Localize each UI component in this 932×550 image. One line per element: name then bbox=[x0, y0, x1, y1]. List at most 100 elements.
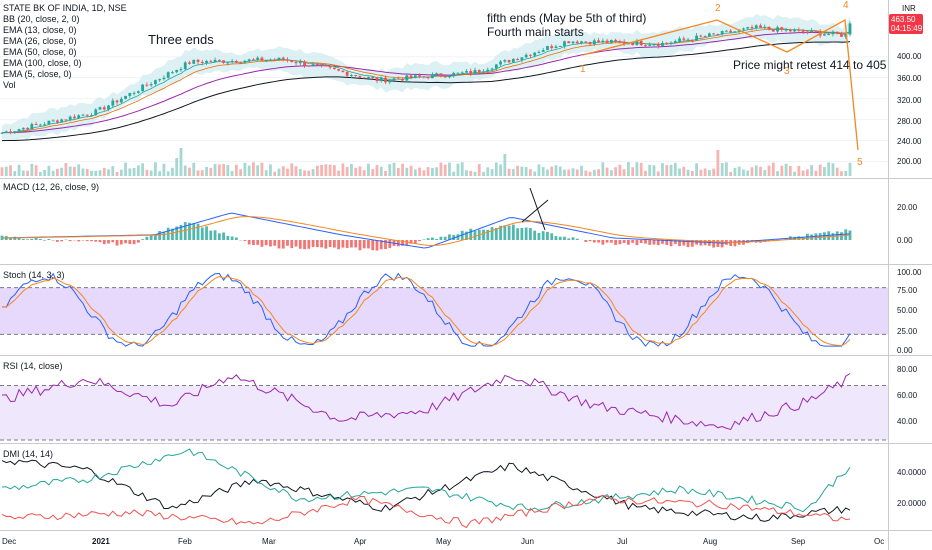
candle-body bbox=[320, 64, 323, 66]
legend-ema5[interactable]: EMA (5, close, 0) bbox=[3, 69, 72, 79]
volume-bar bbox=[388, 164, 392, 176]
stoch-pane-title[interactable]: Stoch (14, 3, 3) bbox=[3, 270, 65, 280]
legend-ema26[interactable]: EMA (26, close, 0) bbox=[3, 36, 77, 46]
candle-body bbox=[703, 36, 707, 38]
stoch-d-line bbox=[1, 275, 851, 347]
legend-ema13[interactable]: EMA (13, close, 0) bbox=[3, 25, 77, 35]
candle-body bbox=[494, 64, 498, 69]
volume-bar bbox=[68, 166, 72, 176]
candle-body bbox=[729, 30, 733, 33]
volume-bar bbox=[379, 166, 383, 176]
candle-body bbox=[396, 78, 400, 80]
wave-label-1[interactable]: 1 bbox=[580, 64, 586, 75]
macd-histogram-bar bbox=[810, 234, 814, 240]
annotation-fifth-ends[interactable]: fifth ends (May be 5th of third) bbox=[487, 11, 647, 25]
volume-bar bbox=[222, 164, 225, 176]
candle-body bbox=[358, 75, 362, 78]
candle-body bbox=[567, 41, 571, 44]
legend-ema100[interactable]: EMA (100, close, 0) bbox=[3, 58, 82, 68]
legend-ema50[interactable]: EMA (50, close, 0) bbox=[3, 47, 77, 57]
volume-bar bbox=[175, 158, 179, 176]
wave-label-4[interactable]: 4 bbox=[843, 0, 849, 11]
candle-body bbox=[4, 131, 8, 133]
volume-bar bbox=[277, 168, 281, 176]
candle-body bbox=[460, 72, 464, 74]
macd-histogram-bar bbox=[486, 229, 490, 240]
macd-signal-line bbox=[1, 216, 851, 246]
volume-bar bbox=[622, 169, 626, 176]
volume-bar bbox=[64, 162, 68, 176]
macd-histogram-bar bbox=[682, 240, 686, 246]
wave-label-2[interactable]: 2 bbox=[715, 3, 721, 14]
wave-label-3[interactable]: 3 bbox=[784, 66, 790, 77]
candle-body bbox=[797, 29, 801, 31]
macd-histogram-bar bbox=[418, 240, 422, 242]
volume-bar bbox=[520, 166, 524, 176]
volume-bar bbox=[311, 169, 315, 176]
volume-bar bbox=[558, 166, 562, 176]
candle-body bbox=[716, 33, 720, 35]
candle-body bbox=[669, 42, 673, 44]
volume-bar bbox=[13, 171, 17, 176]
legend-bb[interactable]: BB (20, close, 2, 0) bbox=[3, 14, 80, 24]
macd-histogram-bar bbox=[597, 240, 600, 243]
macd-histogram-bar bbox=[371, 240, 375, 251]
volume-bar bbox=[797, 165, 801, 176]
candle-body bbox=[379, 77, 383, 82]
candle-body bbox=[656, 44, 660, 46]
candle-body bbox=[0, 132, 4, 134]
macd-histogram-bar bbox=[550, 233, 554, 240]
volume-bar bbox=[575, 169, 579, 176]
main-legend: STATE BK OF INDIA, 1D, NSE BB (20, close… bbox=[3, 3, 127, 91]
macd-histogram-bar bbox=[384, 240, 387, 250]
volume-bar bbox=[294, 166, 298, 176]
annotation-fourth-starts[interactable]: Fourth main starts bbox=[487, 25, 584, 39]
volume-bar bbox=[384, 171, 387, 176]
macd-histogram-bar bbox=[409, 240, 413, 244]
annotation-retest[interactable]: Price might retest 414 to 405 bbox=[733, 58, 887, 72]
macd-histogram-bar bbox=[179, 224, 183, 240]
candle-body bbox=[102, 107, 106, 110]
candle-body bbox=[405, 75, 409, 81]
candle-body bbox=[507, 60, 511, 63]
macd-histogram-bar bbox=[9, 237, 12, 240]
volume-bar bbox=[793, 171, 797, 176]
candle-body bbox=[60, 119, 64, 123]
symbol-title[interactable]: STATE BK OF INDIA, 1D, NSE bbox=[3, 3, 127, 13]
macd-histogram-bar bbox=[622, 240, 626, 243]
rsi-pane-title[interactable]: RSI (14, close) bbox=[3, 361, 63, 371]
legend-vol[interactable]: Vol bbox=[3, 80, 16, 90]
annotation-three-ends[interactable]: Three ends bbox=[148, 32, 214, 47]
volume-bar bbox=[720, 162, 724, 176]
currency-label: INR bbox=[902, 4, 916, 13]
macd-histogram-bar bbox=[567, 238, 571, 240]
macd-histogram-bar bbox=[648, 240, 652, 245]
macd-histogram-bar bbox=[524, 227, 528, 240]
volume-bar bbox=[17, 164, 21, 176]
volume-bar bbox=[609, 170, 613, 176]
macd-histogram-bar bbox=[192, 223, 196, 240]
candle-body bbox=[571, 41, 575, 44]
volume-bar bbox=[554, 165, 558, 176]
macd-hand-drawing bbox=[521, 187, 549, 231]
macd-pane-title[interactable]: MACD (12, 26, close, 9) bbox=[3, 182, 100, 192]
candle-body bbox=[294, 62, 298, 64]
candle-body bbox=[94, 109, 98, 116]
volume-bar bbox=[171, 167, 174, 176]
rsi-tick: 60.00 bbox=[897, 391, 918, 400]
candle-body bbox=[648, 44, 652, 46]
dmi-pane-title[interactable]: DMI (14, 14) bbox=[3, 449, 54, 459]
macd-histogram-bar bbox=[720, 240, 724, 248]
bar-countdown: 04:15:49 bbox=[891, 24, 923, 33]
macd-histogram-bar bbox=[124, 240, 127, 244]
volume-bar bbox=[507, 168, 511, 176]
candle-body bbox=[85, 114, 89, 116]
wave-label-5[interactable]: 5 bbox=[857, 157, 863, 168]
last-price-tag[interactable]: 463.50 04:15:49 bbox=[889, 14, 923, 34]
volume-bar bbox=[767, 165, 771, 176]
candle-body bbox=[486, 69, 490, 72]
macd-histogram-bar bbox=[60, 240, 64, 242]
macd-histogram-bar bbox=[98, 240, 102, 243]
volume-bar bbox=[332, 165, 336, 176]
